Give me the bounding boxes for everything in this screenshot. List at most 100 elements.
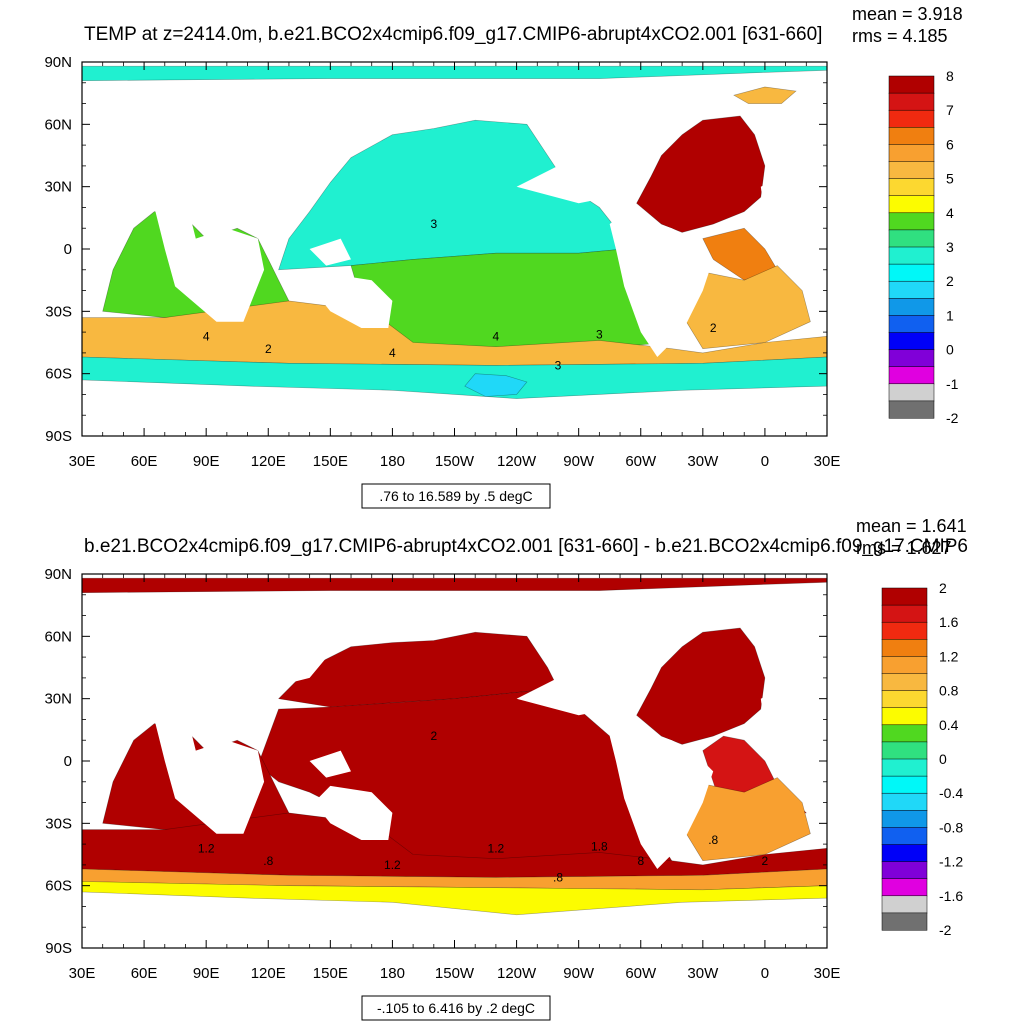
colorbar-box bbox=[881, 707, 928, 726]
y-tick-label: 30S bbox=[45, 815, 72, 832]
colorbar-label: -0.4 bbox=[939, 785, 963, 801]
colorbar-label: 6 bbox=[946, 136, 954, 152]
contour-label: 4 bbox=[203, 329, 210, 343]
colorbar-box bbox=[888, 366, 935, 385]
land-mask-6 bbox=[82, 646, 331, 699]
x-tick-label: 120E bbox=[251, 965, 286, 982]
land-mask-3 bbox=[609, 211, 714, 357]
y-tick-label: 60N bbox=[44, 628, 72, 645]
bottom-map-panel: b.e21.BCO2x4cmip6.f09_g17.CMIP6-abrupt4x… bbox=[0, 512, 1024, 1024]
land-mask-6 bbox=[82, 134, 331, 187]
colorbar-box bbox=[888, 109, 935, 128]
colorbar-box bbox=[888, 280, 935, 299]
colorbar-label: -2 bbox=[946, 410, 959, 426]
contour-label: 4 bbox=[493, 329, 500, 343]
colorbar-box bbox=[881, 861, 928, 880]
colorbar-box bbox=[881, 775, 928, 794]
x-tick-label: 30E bbox=[814, 453, 841, 470]
top-map-axes: 30E 60E 90E 120E 150E 180 150W 120W 90W 60W 30W 0 30… bbox=[44, 54, 840, 470]
x-tick-label: 30E bbox=[69, 965, 96, 982]
land-mask-1 bbox=[313, 785, 393, 840]
colorbar-label: 1.6 bbox=[939, 614, 959, 630]
x-tick-label: 30W bbox=[687, 965, 719, 982]
colorbar-box bbox=[888, 383, 935, 402]
bottom-map-colorbar: 2 1.6 1.2 0.8 0.4 0 -0.4 -0.8 -1.2 -1.6 -2 bbox=[881, 580, 963, 938]
colorbar-label: -1.6 bbox=[939, 888, 963, 904]
region-south-band-cool bbox=[81, 356, 828, 399]
land-mask-0 bbox=[154, 197, 265, 322]
colorbar-box bbox=[881, 895, 928, 914]
colorbar-label: 2 bbox=[939, 580, 947, 596]
contour-label: 2 bbox=[762, 854, 769, 868]
colorbar-box bbox=[888, 349, 935, 368]
x-tick-label: 90E bbox=[193, 453, 220, 470]
colorbar-box bbox=[888, 161, 935, 180]
x-tick-label: 120E bbox=[251, 453, 286, 470]
x-tick-label: 150E bbox=[313, 965, 348, 982]
colorbar-box bbox=[888, 229, 935, 248]
colorbar-label: 2 bbox=[946, 273, 954, 289]
colorbar-box bbox=[888, 400, 935, 419]
colorbar-box bbox=[888, 315, 935, 334]
colorbar-box bbox=[881, 690, 928, 709]
colorbar-box bbox=[888, 92, 935, 111]
bottom-map-contour-info: -.105 to 6.416 by .2 degC bbox=[377, 1000, 535, 1016]
x-tick-label: 0 bbox=[761, 453, 769, 470]
top-map-svg: TEMP at z=2414.0m, b.e21.BCO2x4cmip6.f09… bbox=[44, 4, 963, 509]
colorbar-box bbox=[888, 246, 935, 265]
colorbar-box bbox=[881, 792, 928, 811]
colorbar-box bbox=[881, 604, 928, 623]
y-tick-label: 60S bbox=[45, 878, 72, 895]
top-map-mean: mean = 3.918 bbox=[852, 4, 963, 24]
y-tick-label: 0 bbox=[64, 241, 72, 258]
region-north-atlantic bbox=[636, 627, 766, 745]
contour-label: .8 bbox=[553, 871, 563, 885]
colorbar-label: 0 bbox=[939, 751, 947, 767]
contour-label: 3 bbox=[555, 359, 562, 373]
x-tick-label: 60W bbox=[625, 453, 657, 470]
y-tick-label: 90S bbox=[45, 428, 72, 445]
y-tick-label: 30N bbox=[44, 179, 72, 196]
contour-label: 2 bbox=[710, 321, 717, 335]
x-tick-label: 120W bbox=[497, 453, 537, 470]
contour-label: 8 bbox=[637, 854, 644, 868]
bottom-map-title: b.e21.BCO2x4cmip6.f09_g17.CMIP6-abrupt4x… bbox=[84, 536, 968, 557]
colorbar-box bbox=[881, 639, 928, 657]
colorbar-box bbox=[881, 758, 928, 777]
region-antarctic bbox=[81, 881, 828, 916]
colorbar-label: 1 bbox=[946, 307, 954, 323]
colorbar-label: 8 bbox=[946, 68, 954, 84]
colorbar-box bbox=[888, 144, 935, 163]
contour-label: 3 bbox=[430, 217, 437, 231]
land-mask-1 bbox=[313, 273, 393, 328]
colorbar-box bbox=[888, 298, 935, 316]
y-tick-label: 0 bbox=[64, 753, 72, 770]
colorbar-box bbox=[881, 673, 928, 692]
x-tick-label: 150E bbox=[313, 453, 348, 470]
colorbar-box bbox=[881, 741, 928, 760]
colorbar-box bbox=[881, 587, 928, 606]
x-tick-label: 60W bbox=[625, 965, 657, 982]
x-tick-label: 90E bbox=[193, 965, 220, 982]
bottom-map-contour-labels: 2 1.2 1.2 1.8 .8 1.2 .8 .8 2 8 bbox=[198, 729, 769, 884]
contour-label: .8 bbox=[263, 854, 273, 868]
x-tick-label: 30E bbox=[69, 453, 96, 470]
land-mask-0 bbox=[154, 709, 265, 834]
top-map-info-box bbox=[361, 483, 551, 509]
colorbar-box bbox=[881, 844, 928, 863]
land-mask-5 bbox=[760, 688, 811, 772]
bottom-map-axes: 30E 60E 90E 120E 150E 180 150W 120W 90W 60W 30W 0 30… bbox=[44, 566, 840, 982]
contour-label: .8 bbox=[708, 833, 718, 847]
top-map-fields bbox=[81, 65, 828, 436]
bottom-map-svg: b.e21.BCO2x4cmip6.f09_g17.CMIP6-abrupt4x… bbox=[44, 516, 968, 1021]
colorbar-label: 5 bbox=[946, 171, 954, 187]
contour-label: 1.2 bbox=[488, 841, 505, 855]
x-tick-label: 30E bbox=[814, 965, 841, 982]
colorbar-box bbox=[888, 263, 935, 282]
colorbar-box bbox=[888, 195, 935, 214]
x-tick-label: 90W bbox=[563, 965, 595, 982]
contour-label: 1.2 bbox=[384, 858, 401, 872]
colorbar-label: -0.8 bbox=[939, 819, 963, 835]
y-tick-label: 60N bbox=[44, 116, 72, 133]
colorbar-box bbox=[888, 212, 935, 231]
